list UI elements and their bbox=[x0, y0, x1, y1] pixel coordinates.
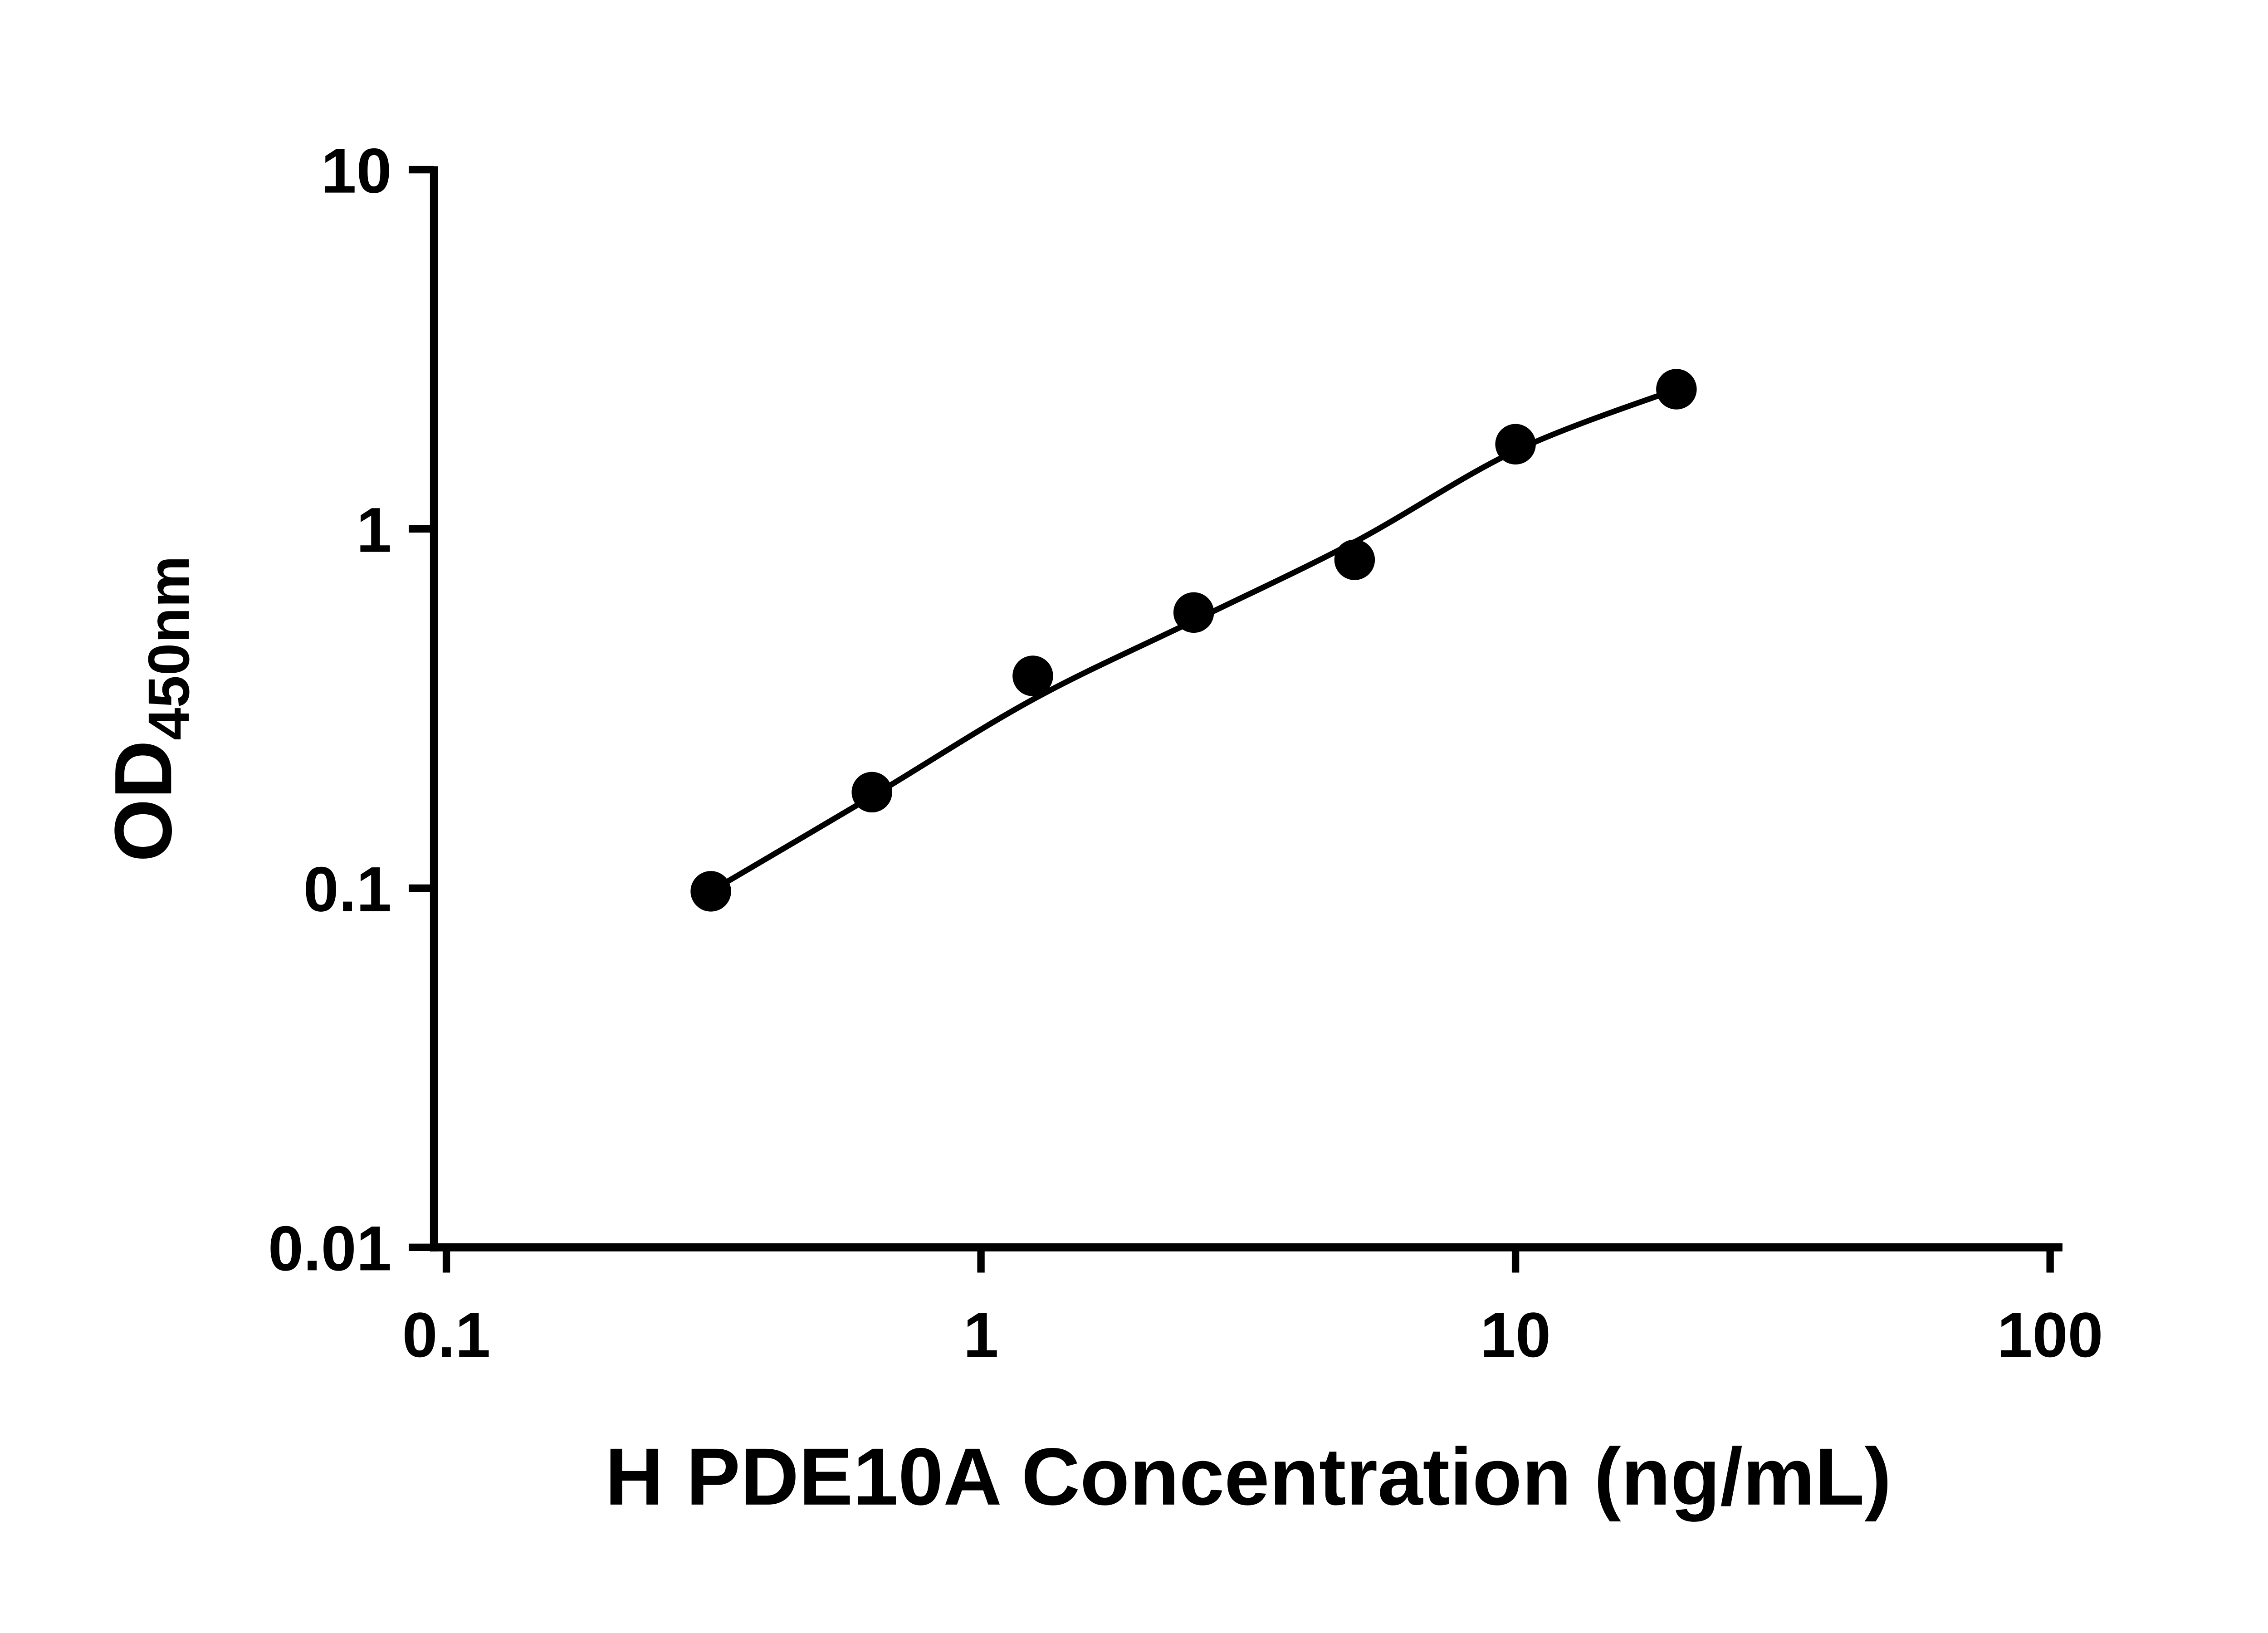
y-tick-label: 0.1 bbox=[303, 853, 392, 924]
x-tick-label: 1 bbox=[963, 1299, 999, 1370]
x-tick-label: 10 bbox=[1480, 1299, 1551, 1370]
y-axis-title-base: OD bbox=[98, 740, 188, 862]
x-axis-title: H PDE10A Concentration (ng/mL) bbox=[605, 1431, 1892, 1522]
y-axis-title: OD450nm bbox=[98, 556, 201, 862]
data-point bbox=[1495, 424, 1536, 465]
data-point bbox=[1656, 369, 1697, 410]
data-point bbox=[1334, 539, 1375, 580]
data-point bbox=[1173, 592, 1214, 633]
fit-curve bbox=[708, 386, 1680, 895]
data-point bbox=[851, 772, 892, 813]
data-point bbox=[1012, 655, 1053, 696]
data-point bbox=[690, 871, 731, 912]
y-tick-label: 0.01 bbox=[268, 1213, 392, 1284]
x-tick-label: 0.1 bbox=[402, 1299, 491, 1370]
x-tick-label: 100 bbox=[1997, 1299, 2103, 1370]
y-tick-label: 10 bbox=[321, 135, 392, 206]
y-axis-title-subscript: 450nm bbox=[137, 556, 201, 740]
y-tick-label: 1 bbox=[357, 494, 392, 566]
